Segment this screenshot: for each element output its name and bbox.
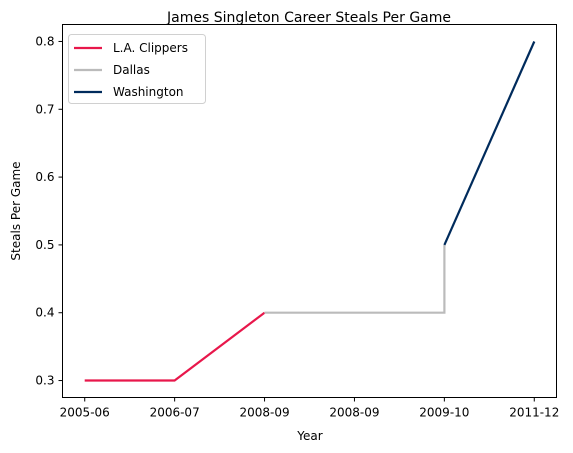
series-line-2 (444, 42, 534, 245)
y-tick-label: 0.5 (35, 238, 54, 252)
y-tick-label: 0.7 (35, 102, 54, 116)
x-tick-label: 2005-06 (60, 406, 110, 420)
series-line-0 (85, 313, 265, 381)
y-tick-label: 0.8 (35, 34, 54, 48)
y-axis: 0.3 0.4 0.5 0.6 0.7 0.8 (35, 34, 62, 387)
x-tick-label: 2009-10 (419, 406, 469, 420)
y-axis-label: Steals Per Game (9, 161, 23, 260)
legend-label: Dallas (113, 63, 150, 77)
y-tick-label: 0.4 (35, 306, 54, 320)
legend-label: Washington (113, 85, 184, 99)
legend: L.A. Clippers Dallas Washington (69, 35, 206, 104)
x-axis-label: Year (296, 429, 322, 443)
x-tick-label: 2008-09 (329, 406, 379, 420)
x-tick-label: 2008-09 (239, 406, 289, 420)
x-tick-label: 2006-07 (150, 406, 200, 420)
x-axis: 2005-06 2006-07 2008-09 2008-09 2009-10 2011-… (60, 398, 560, 420)
series-line-1 (265, 245, 445, 313)
chart-title: James Singleton Career Steals Per Game (166, 10, 451, 26)
legend-label: L.A. Clippers (113, 41, 188, 55)
y-tick-label: 0.6 (35, 170, 54, 184)
y-tick-label: 0.3 (35, 374, 54, 388)
x-tick-label: 2011-12 (509, 406, 559, 420)
